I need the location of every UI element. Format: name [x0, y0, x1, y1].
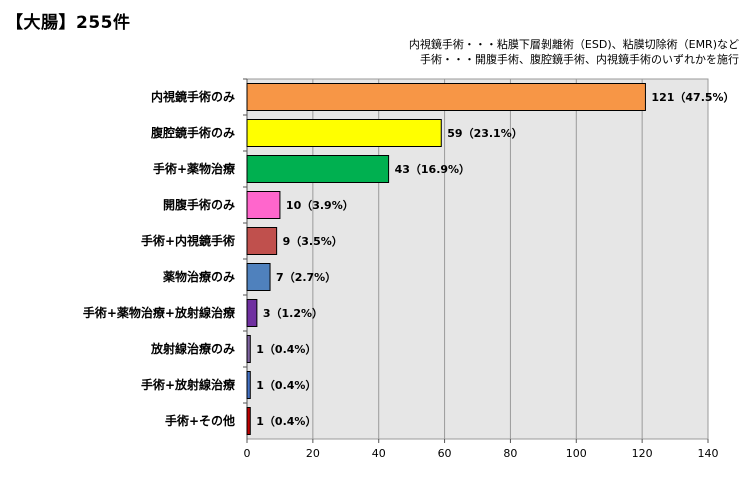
data-label: 7（2.7%） — [276, 271, 336, 284]
data-label: 9（3.5%） — [283, 235, 343, 248]
x-tick-label: 140 — [698, 447, 719, 460]
category-label: 薬物治療のみ — [163, 269, 235, 284]
note-surgery: 手術・・・開腹手術、腹腔鏡手術、内視鏡手術のいずれかを施行 — [420, 53, 739, 66]
category-label: 手術+薬物治療+放射線治療 — [83, 305, 235, 320]
data-label: 59（23.1%） — [447, 127, 522, 140]
note-endoscopic: 内視鏡手術・・・粘膜下層剝離術（ESD)、粘膜切除術（EMR)など — [408, 38, 739, 51]
bar — [246, 371, 251, 399]
category-label: 手術+薬物治療 — [153, 161, 235, 176]
category-label: 手術+内視鏡手術 — [141, 233, 235, 248]
bar — [246, 335, 251, 363]
bar — [246, 119, 442, 147]
bar — [246, 407, 251, 435]
data-label: 43（16.9%） — [395, 163, 470, 176]
x-tick-label: 60 — [438, 447, 452, 460]
data-label: 1（0.4%） — [256, 379, 316, 392]
bar — [246, 83, 646, 111]
data-label: 1（0.4%） — [256, 343, 316, 356]
category-label: 内視鏡手術のみ — [151, 89, 235, 104]
data-label: 3（1.2%） — [263, 307, 323, 320]
bar — [246, 227, 278, 255]
x-tick-label: 40 — [372, 447, 386, 460]
category-label: 腹腔鏡手術のみ — [151, 125, 235, 140]
bar — [246, 299, 258, 327]
bar — [246, 191, 281, 219]
category-label: 開腹手術のみ — [163, 197, 235, 212]
x-tick-label: 100 — [566, 447, 587, 460]
page-title: 【大腸】255件 — [6, 13, 131, 33]
category-label: 手術+放射線治療 — [141, 377, 235, 392]
bar — [246, 263, 271, 291]
data-label: 1（0.4%） — [256, 415, 316, 428]
data-label: 121（47.5%） — [651, 91, 734, 104]
x-tick-label: 20 — [306, 447, 320, 460]
category-label: 手術+その他 — [165, 413, 235, 428]
data-label: 10（3.9%） — [286, 199, 354, 212]
bar — [246, 155, 390, 183]
category-label: 放射線治療のみ — [150, 341, 235, 356]
x-tick-label: 0 — [244, 447, 251, 460]
x-tick-label: 120 — [632, 447, 653, 460]
x-tick-label: 80 — [503, 447, 517, 460]
